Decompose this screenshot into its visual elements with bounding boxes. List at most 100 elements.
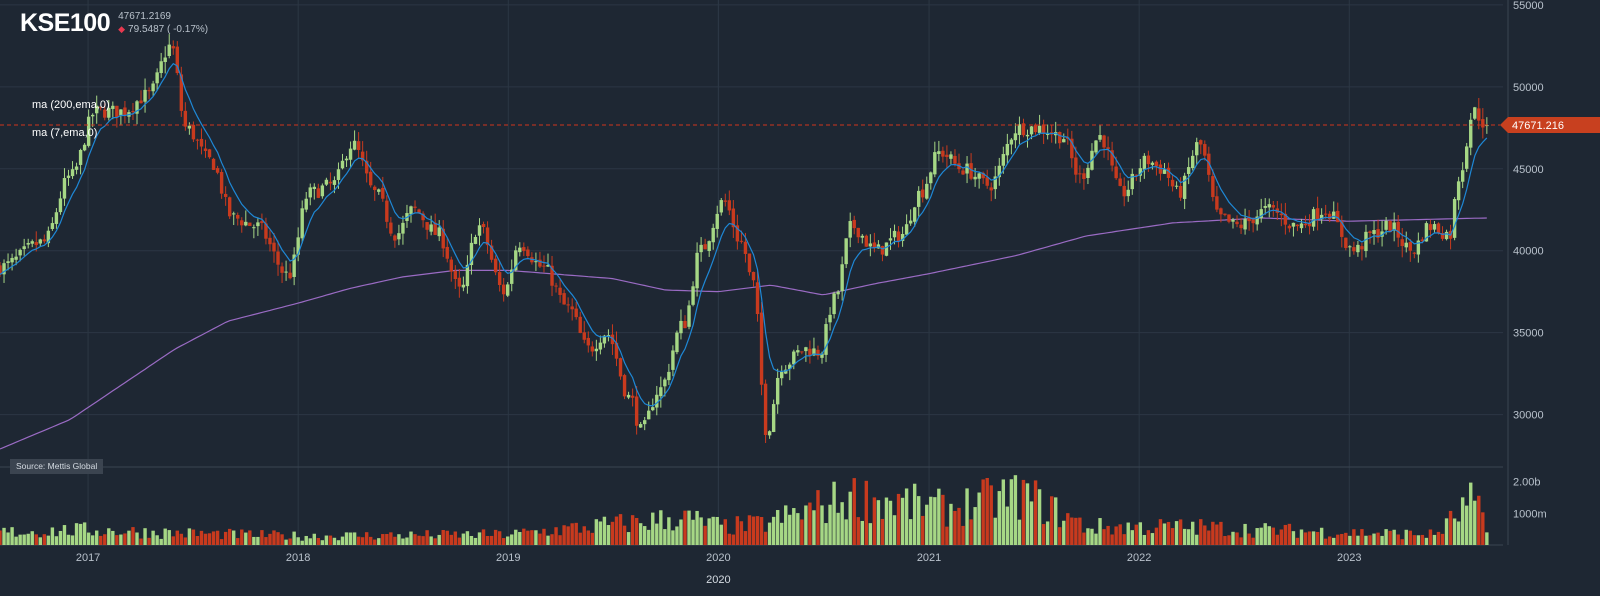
volume-bar	[514, 529, 518, 545]
candle-body	[1420, 239, 1425, 242]
candle-body	[965, 163, 969, 174]
volume-bar	[699, 517, 703, 545]
candle-body	[147, 90, 151, 92]
volume-bar	[759, 517, 764, 545]
candle-body	[449, 259, 453, 272]
candle-body	[324, 179, 329, 185]
candle-body	[598, 342, 603, 350]
volume-bar	[538, 533, 542, 545]
candle-body	[1126, 189, 1130, 197]
volume-bar	[590, 532, 595, 545]
candle-body	[425, 222, 429, 230]
volume-bar	[227, 528, 232, 545]
volume-bar	[477, 532, 482, 545]
candle-body	[1436, 223, 1441, 234]
volume-bar	[1017, 519, 1022, 545]
volume-bar	[336, 540, 341, 545]
candle-body	[477, 225, 482, 236]
candle-body	[626, 394, 631, 398]
volume-bar	[840, 502, 844, 545]
candle-body	[941, 150, 945, 157]
candle-body	[1348, 246, 1352, 248]
indicator-ma7-label[interactable]: ma (7,ema,0)	[32, 127, 98, 139]
volume-bar	[1299, 529, 1304, 545]
chart-grid	[0, 0, 1509, 546]
candle-body	[651, 407, 655, 411]
volume-bar	[292, 531, 296, 545]
candle-body	[538, 259, 542, 267]
candle-body	[268, 237, 272, 245]
candle-body	[715, 213, 719, 229]
volume-bar	[1150, 533, 1155, 545]
volume-bar	[965, 488, 969, 545]
volume-bar	[95, 530, 99, 545]
candle-body	[784, 369, 788, 374]
candle-body	[78, 149, 83, 165]
candle-body	[1106, 147, 1110, 149]
candle-body	[1138, 168, 1143, 176]
volume-bar	[1146, 530, 1151, 545]
candle-body	[977, 173, 981, 179]
candle-body	[1215, 196, 1219, 210]
candle-body	[578, 316, 582, 333]
candle-body	[856, 227, 860, 238]
candle-body	[316, 188, 321, 198]
candle-body	[1456, 181, 1461, 201]
candle-body	[413, 206, 417, 208]
candle-body	[1041, 124, 1046, 133]
volume-bar	[868, 523, 873, 545]
price-tick-label: 35000	[1513, 328, 1544, 340]
volume-bar	[651, 512, 655, 545]
volume-bar	[50, 527, 55, 545]
candle-body	[586, 337, 590, 346]
candle-body	[115, 105, 119, 118]
volume-bar	[147, 537, 151, 545]
candle-body	[1452, 199, 1457, 238]
candle-body	[1251, 219, 1255, 224]
volume-bar	[1311, 531, 1316, 545]
candle-body	[264, 223, 268, 239]
volume-bar	[167, 530, 171, 545]
candle-body	[852, 219, 856, 229]
volume-bar	[659, 510, 663, 545]
volume-bar	[1142, 534, 1147, 545]
candle-body	[647, 410, 651, 420]
candle-body	[679, 320, 683, 334]
volume-bar	[542, 528, 546, 545]
volume-bar	[90, 535, 95, 545]
volume-bar	[731, 534, 736, 545]
indicator-ma200-label[interactable]: ma (200,ema,0)	[32, 99, 110, 111]
candle-body	[1356, 244, 1360, 253]
candle-body	[58, 198, 63, 213]
candle-body	[638, 424, 643, 428]
volume-bar	[1436, 531, 1441, 545]
candle-body	[111, 105, 115, 109]
volume-bar	[1186, 529, 1191, 545]
volume-bar	[663, 529, 667, 545]
volume-bar	[369, 536, 373, 545]
volume-bar	[1275, 534, 1280, 545]
candle-body	[1110, 150, 1114, 166]
volume-bar	[1255, 528, 1259, 545]
candle-body	[796, 350, 800, 353]
candle-body	[155, 72, 159, 84]
candle-body	[1191, 155, 1195, 169]
volume-bar	[437, 534, 441, 545]
volume-bar	[522, 528, 526, 545]
candle-body	[1368, 231, 1372, 234]
volume-bar	[1195, 534, 1199, 545]
volume-bar	[1138, 522, 1143, 545]
volume-bar	[755, 516, 760, 545]
volume-bar	[248, 530, 252, 545]
candle-body	[284, 271, 288, 273]
volume-bar	[1384, 529, 1388, 545]
volume-bar	[763, 531, 768, 545]
volume-bar	[10, 527, 14, 545]
price-tick-label: 55000	[1513, 0, 1544, 12]
candle-body	[1344, 237, 1348, 248]
volume-bar	[1001, 479, 1006, 545]
candle-body	[884, 242, 889, 256]
candle-body	[1033, 124, 1038, 133]
candle-body	[328, 181, 333, 184]
